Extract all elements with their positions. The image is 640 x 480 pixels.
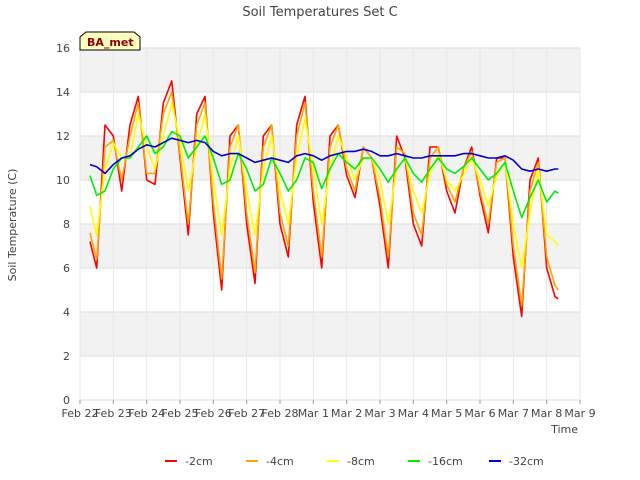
plot-band <box>80 312 580 356</box>
series-line-32cm <box>89 137 559 175</box>
x-tick-label: Mar 8 <box>531 407 562 420</box>
series-lines <box>89 80 559 318</box>
x-tick-label: Feb 22 <box>62 407 99 420</box>
x-tick-label: Feb 25 <box>162 407 199 420</box>
x-tick-label: Feb 28 <box>262 407 299 420</box>
x-tick-label: Mar 4 <box>398 407 429 420</box>
legend-label: -32cm <box>509 455 544 468</box>
x-tick-label: Feb 23 <box>95 407 132 420</box>
y-tick-label: 14 <box>56 86 70 99</box>
chart-title: Soil Temperatures Set C <box>242 5 397 20</box>
x-tick-label: Mar 5 <box>431 407 462 420</box>
x-tick-label: Mar 1 <box>298 407 329 420</box>
series-line-8cm <box>89 102 559 269</box>
station-badge: BA_met <box>79 31 141 51</box>
y-tick-label: 2 <box>63 350 70 363</box>
x-tick-label: Feb 24 <box>128 407 165 420</box>
x-tick-label: Feb 26 <box>195 407 232 420</box>
badge-label: BA_met <box>87 36 134 49</box>
x-axis-label: Time <box>550 423 578 436</box>
y-tick-label: 16 <box>56 42 70 55</box>
y-tick-label: 10 <box>56 174 70 187</box>
y-tick-label: 4 <box>63 306 70 319</box>
series-line-4cm <box>89 91 559 307</box>
y-tick-label: 0 <box>63 394 70 407</box>
legend-label: -2cm <box>185 455 213 468</box>
x-tick-label: Mar 3 <box>364 407 395 420</box>
x-tick-label: Mar 2 <box>331 407 362 420</box>
x-tick-label: Mar 9 <box>564 407 595 420</box>
series-line-16cm <box>89 130 559 219</box>
y-axis-ticks: 0 2 4 6 8 10 12 14 16 <box>56 42 70 407</box>
plot-band <box>80 224 580 268</box>
y-tick-label: 6 <box>63 262 70 275</box>
badge-shape <box>79 31 141 51</box>
plot-band <box>80 48 580 92</box>
x-tick-label: Mar 6 <box>464 407 495 420</box>
y-axis-label: Soil Temperature (C) <box>6 169 19 282</box>
y-tick-label: 12 <box>56 130 70 143</box>
y-tick-label: 8 <box>63 218 70 231</box>
x-tick-label: Feb 27 <box>228 407 265 420</box>
legend-label: -4cm <box>266 455 294 468</box>
legend-label: -8cm <box>347 455 375 468</box>
legend-label: -16cm <box>428 455 463 468</box>
legend: -2cm -4cm -8cm -16cm -32cm <box>165 455 544 468</box>
x-tick-label: Mar 7 <box>498 407 529 420</box>
